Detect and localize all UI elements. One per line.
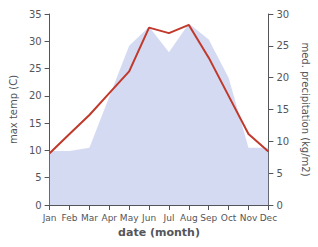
svg-text:med. precipitation (kg/m2): med. precipitation (kg/m2) <box>300 42 311 176</box>
svg-text:Feb: Feb <box>62 213 78 223</box>
svg-text:Jan: Jan <box>42 213 57 223</box>
svg-text:10: 10 <box>276 136 289 147</box>
svg-text:Mar: Mar <box>81 213 98 223</box>
svg-text:20: 20 <box>29 90 42 101</box>
svg-text:25: 25 <box>276 40 289 51</box>
svg-text:Nov: Nov <box>240 213 258 223</box>
svg-text:Dec: Dec <box>260 213 277 223</box>
svg-text:30: 30 <box>276 9 289 20</box>
svg-text:20: 20 <box>276 72 289 83</box>
svg-text:Jun: Jun <box>141 213 156 223</box>
svg-text:Jul: Jul <box>163 213 175 223</box>
svg-text:0: 0 <box>276 200 282 211</box>
svg-text:Sep: Sep <box>200 213 217 223</box>
svg-text:15: 15 <box>29 118 42 129</box>
svg-text:max temp (C): max temp (C) <box>8 75 19 144</box>
svg-text:Oct: Oct <box>221 213 237 223</box>
svg-text:date (month): date (month) <box>118 226 200 239</box>
svg-text:Aug: Aug <box>180 213 198 223</box>
svg-text:May: May <box>120 213 139 223</box>
svg-text:30: 30 <box>29 36 42 47</box>
svg-text:15: 15 <box>276 104 289 115</box>
svg-text:Apr: Apr <box>101 213 117 223</box>
svg-text:5: 5 <box>276 168 282 179</box>
svg-text:25: 25 <box>29 63 42 74</box>
svg-text:35: 35 <box>29 9 42 20</box>
svg-text:5: 5 <box>35 172 41 183</box>
svg-text:10: 10 <box>29 145 42 156</box>
svg-text:0: 0 <box>35 200 41 211</box>
